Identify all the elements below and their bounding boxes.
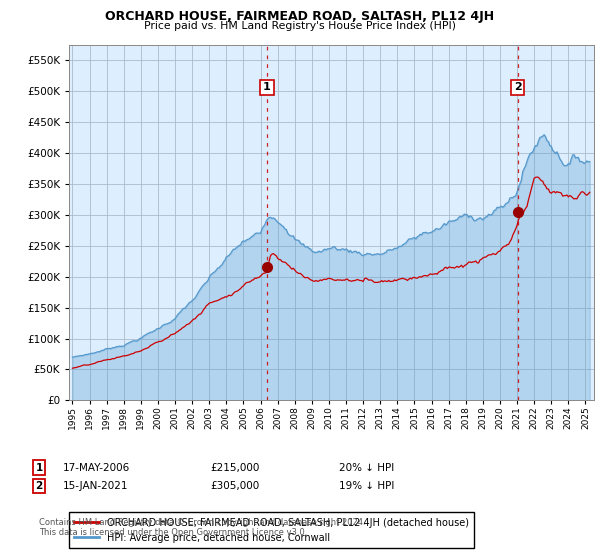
Text: 20% ↓ HPI: 20% ↓ HPI (339, 463, 394, 473)
Text: 15-JAN-2021: 15-JAN-2021 (63, 481, 128, 491)
Text: £215,000: £215,000 (210, 463, 259, 473)
Text: Contains HM Land Registry data © Crown copyright and database right 2024.
This d: Contains HM Land Registry data © Crown c… (39, 518, 365, 538)
Legend: ORCHARD HOUSE, FAIRMEAD ROAD, SALTASH, PL12 4JH (detached house), HPI: Average p: ORCHARD HOUSE, FAIRMEAD ROAD, SALTASH, P… (68, 512, 475, 548)
Text: Price paid vs. HM Land Registry's House Price Index (HPI): Price paid vs. HM Land Registry's House … (144, 21, 456, 31)
Text: £305,000: £305,000 (210, 481, 259, 491)
Text: 17-MAY-2006: 17-MAY-2006 (63, 463, 130, 473)
Text: 1: 1 (263, 82, 271, 92)
Text: 2: 2 (35, 481, 43, 491)
Text: ORCHARD HOUSE, FAIRMEAD ROAD, SALTASH, PL12 4JH: ORCHARD HOUSE, FAIRMEAD ROAD, SALTASH, P… (106, 10, 494, 23)
Text: 1: 1 (35, 463, 43, 473)
Text: 2: 2 (514, 82, 521, 92)
Text: 19% ↓ HPI: 19% ↓ HPI (339, 481, 394, 491)
